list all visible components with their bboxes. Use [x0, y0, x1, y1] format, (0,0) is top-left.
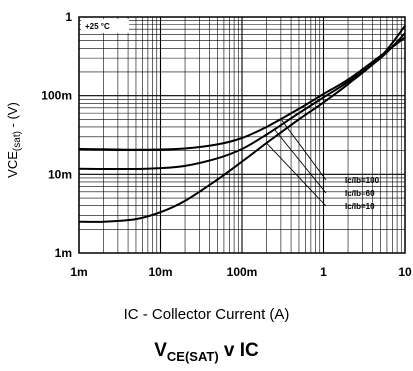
series-curve-2 — [78, 32, 406, 171]
legend-leader-lines — [266, 118, 327, 207]
y-axis-label: VCE(sat) - (V) — [5, 102, 23, 178]
legend-leader-3 — [266, 142, 327, 207]
caption-rest: v IC — [218, 340, 259, 361]
annotation-background — [81, 19, 129, 33]
y-tick-label-2: 10m — [48, 167, 72, 181]
plot-frame — [78, 16, 406, 254]
legend-label-2: Ic/Ib=60 — [345, 189, 375, 198]
legend-label-3: Ic/Ib=10 — [345, 202, 375, 211]
y-tick-label-4: 1 — [65, 10, 72, 24]
legend: Ic/Ib=100 Ic/Ib=60 Ic/Ib=10 — [345, 176, 380, 211]
caption-subscript: CE(SAT) — [166, 349, 219, 364]
chart-caption: VCE(SAT) v IC — [0, 340, 413, 364]
y-axis-label-rest: - (V) — [5, 102, 20, 131]
y-tick-label-1: 1m — [55, 246, 72, 260]
temperature-annotation: +25 °C — [85, 22, 110, 31]
legend-leader-1 — [280, 118, 327, 181]
x-tick-label-2: 10m — [148, 265, 172, 279]
grid — [78, 17, 405, 254]
x-tick-label-5: 10 — [398, 265, 412, 279]
y-axis-label-main: VCE — [5, 151, 20, 178]
y-axis-label-sub: (sat) — [12, 131, 23, 151]
series-curve-1 — [78, 36, 406, 151]
x-tick-label-3: 100m — [227, 265, 258, 279]
series-curve-3 — [78, 25, 406, 223]
x-tick-labels: 1m 10m 100m 1 10 — [70, 265, 412, 279]
curves — [78, 25, 406, 223]
legend-leader-2 — [274, 129, 327, 194]
x-axis-label: IC - Collector Current (A) — [123, 306, 290, 323]
vce-sat-chart: +25 °C Ic/Ib=100 Ic/Ib=60 Ic/Ib=10 1m 10m 10… — [5, 10, 412, 279]
y-tick-label-3: 100m — [41, 89, 72, 103]
x-tick-label-4: 1 — [320, 265, 327, 279]
x-tick-label-1: 1m — [70, 265, 87, 279]
legend-label-1: Ic/Ib=100 — [345, 176, 380, 185]
caption-main: V — [154, 340, 167, 361]
y-tick-labels: 1m 10m 100m 1 — [41, 10, 72, 260]
